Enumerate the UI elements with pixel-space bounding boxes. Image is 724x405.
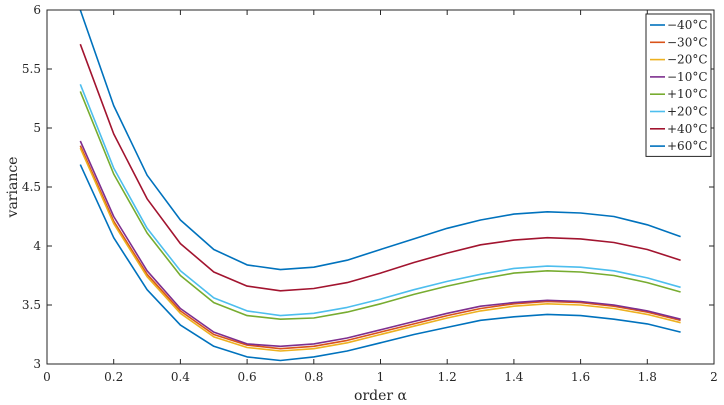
x-tick-label: 0 <box>43 370 51 384</box>
series-line-0 <box>79 164 681 362</box>
legend: −40°C −30°C −20°C −10°C +10°C +20°C +40°C +60°C <box>645 13 712 157</box>
x-tick-label: 0.4 <box>171 370 190 384</box>
x-tick-label: 0.8 <box>304 370 323 384</box>
legend-entry-label: −30°C <box>667 35 708 49</box>
series-line-7 <box>79 9 681 271</box>
legend-box <box>645 13 712 157</box>
series-line-1 <box>79 145 681 350</box>
legend-entry-label: +10°C <box>667 87 708 101</box>
legend-entry-label: +40°C <box>667 122 708 136</box>
x-tick-label: 1.6 <box>571 370 590 384</box>
legend-entry-label: −10°C <box>667 70 708 84</box>
y-tick-label: 3 <box>33 357 41 371</box>
y-tick-label: 5.5 <box>22 62 41 76</box>
legend-entry-label: +60°C <box>667 139 708 153</box>
legend-entry-label: −40°C <box>667 18 708 32</box>
x-tick-label: 1.2 <box>438 370 457 384</box>
x-tick-label: 2 <box>710 370 718 384</box>
y-tick-label: 4.5 <box>22 180 41 194</box>
series-line-6 <box>79 43 681 292</box>
y-axis-label: variance <box>5 157 21 219</box>
y-tick-label: 4 <box>33 239 41 253</box>
series-line-4 <box>79 91 681 321</box>
x-tick-label: 1 <box>377 370 385 384</box>
legend-entry-label: −20°C <box>667 53 708 67</box>
x-tick-label: 1.4 <box>504 370 523 384</box>
y-tick-label: 5 <box>33 121 41 135</box>
series-line-2 <box>79 147 681 352</box>
series-line-3 <box>79 140 681 348</box>
x-tick-label: 1.8 <box>638 370 657 384</box>
x-axis-label: order α <box>354 388 408 404</box>
plot-area <box>79 9 681 362</box>
legend-entry-label: +20°C <box>667 105 708 119</box>
plot-frame <box>46 9 715 365</box>
y-axis: 3 3.5 4 4.5 5 5.5 6 <box>22 3 714 371</box>
y-tick-label: 6 <box>33 3 41 17</box>
x-tick-label: 0.2 <box>104 370 123 384</box>
series-line-5 <box>79 84 681 317</box>
x-tick-label: 0.6 <box>238 370 257 384</box>
y-tick-label: 3.5 <box>22 298 41 312</box>
x-axis: 0 0.2 0.4 0.6 0.8 1 1.2 1.4 1.6 1.8 2 <box>43 10 718 384</box>
